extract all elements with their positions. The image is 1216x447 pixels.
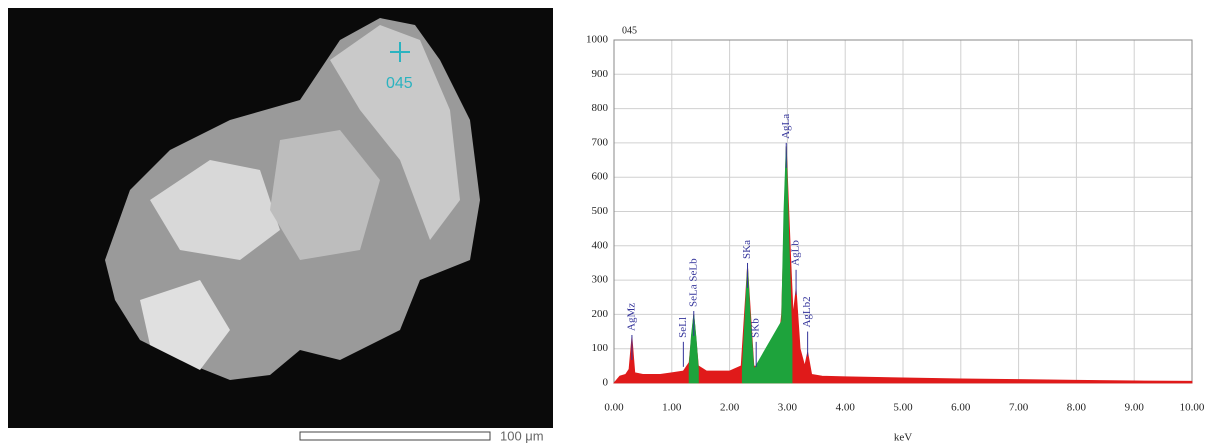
y-tick-label: 200 — [592, 308, 609, 320]
peak-label: SeLa SeLb — [687, 258, 699, 307]
page: {"image":{"label":"045","scale_label":"1… — [0, 0, 1216, 447]
y-tick-label: 700 — [592, 136, 609, 148]
y-tick-label: 300 — [592, 274, 609, 286]
x-tick-label: 4.00 — [836, 402, 856, 414]
peak-label: AgMz — [625, 303, 637, 331]
spectrum-area — [689, 146, 792, 383]
peak-label: SKb — [750, 318, 762, 338]
peak-label: AgLb2 — [801, 296, 813, 327]
y-tick-label: 500 — [592, 205, 609, 217]
y-tick-label: 600 — [592, 171, 609, 183]
peak-label: SeLl — [677, 317, 689, 338]
x-tick-label: 3.00 — [778, 402, 798, 414]
peak-label: AgLa — [780, 114, 792, 139]
x-tick-label: 6.00 — [951, 402, 971, 414]
x-tick-label: 7.00 — [1009, 402, 1029, 414]
figure: 045 100 μm 045 keV 0 100 200 300 400 500 600 70… — [0, 0, 1216, 447]
sem-image: 045 100 μm — [8, 8, 553, 443]
y-tick-label: 1000 — [586, 34, 609, 46]
scale-bar — [300, 432, 490, 440]
y-tick-label: 0 — [603, 377, 609, 389]
scale-label: 100 μm — [500, 428, 544, 443]
point-label: 045 — [386, 75, 413, 92]
chart-title: 045 — [622, 25, 637, 36]
x-tick-label: 9.00 — [1125, 402, 1145, 414]
x-tick-label: 2.00 — [720, 402, 740, 414]
y-tick-label: 400 — [592, 239, 609, 251]
peak-label: AgLb — [790, 240, 802, 266]
x-tick-label: 8.00 — [1067, 402, 1087, 414]
x-tick-label: 10.00 — [1180, 402, 1205, 414]
peak-label: SKa — [741, 240, 753, 259]
x-tick-label: 0.00 — [604, 402, 624, 414]
x-tick-label: 1.00 — [662, 402, 682, 414]
x-axis-label: keV — [894, 432, 912, 444]
x-tick-label: 5.00 — [893, 402, 913, 414]
y-tick-label: 100 — [592, 342, 609, 354]
y-tick-label: 900 — [592, 68, 609, 80]
y-tick-label: 800 — [592, 102, 609, 114]
